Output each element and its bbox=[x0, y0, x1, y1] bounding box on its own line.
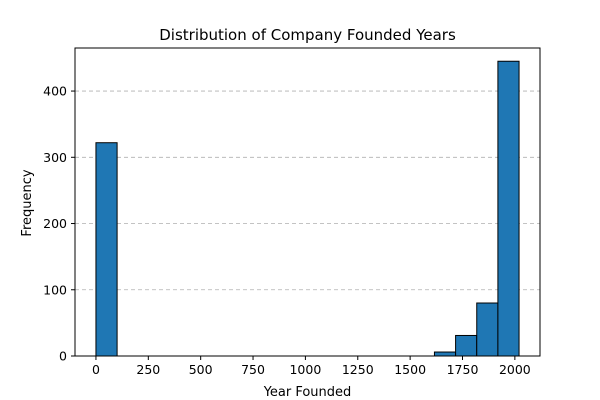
y-tick-label: 200 bbox=[43, 216, 67, 231]
y-axis-ticks: 0 100 200 300 400 bbox=[43, 84, 75, 364]
y-tick-label: 0 bbox=[59, 349, 67, 364]
plot-frame bbox=[74, 47, 541, 357]
x-tick-label: 0 bbox=[92, 362, 100, 377]
x-tick-label: 1250 bbox=[342, 362, 374, 377]
grid-lines bbox=[75, 90, 540, 291]
x-tick-label: 750 bbox=[241, 362, 265, 377]
x-axis-ticks: 0 250 500 750 1000 1250 1500 1750 2000 bbox=[92, 356, 531, 377]
y-tick-label: 300 bbox=[43, 150, 67, 165]
x-tick-label: 2000 bbox=[499, 362, 531, 377]
bar bbox=[455, 334, 478, 357]
bar bbox=[433, 351, 457, 357]
bars bbox=[95, 60, 520, 357]
x-tick-label: 250 bbox=[136, 362, 160, 377]
x-tick-label: 1750 bbox=[447, 362, 479, 377]
y-tick-label: 400 bbox=[43, 84, 67, 99]
bar bbox=[95, 142, 118, 357]
x-tick-label: 1500 bbox=[394, 362, 426, 377]
bar bbox=[497, 60, 520, 357]
bar bbox=[476, 302, 499, 357]
x-axis-label: Year Founded bbox=[263, 385, 352, 400]
y-tick-label: 100 bbox=[43, 282, 67, 297]
x-tick-label: 1000 bbox=[289, 362, 321, 377]
chart-title: Distribution of Company Founded Years bbox=[159, 26, 456, 44]
x-tick-label: 500 bbox=[189, 362, 213, 377]
y-axis-label: Frequency bbox=[20, 169, 35, 236]
